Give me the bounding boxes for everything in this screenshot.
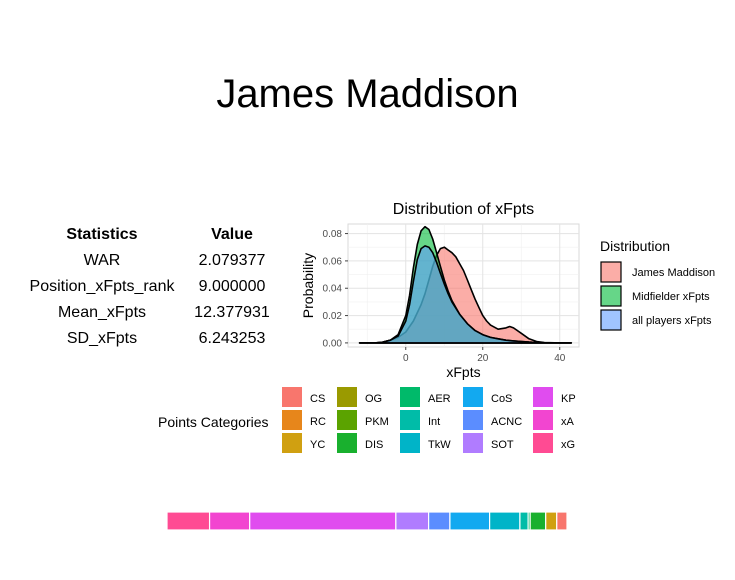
category-label: TkW: [428, 439, 451, 451]
category-swatch: [463, 410, 483, 430]
x-tick-label: 40: [554, 353, 566, 364]
points-legend-title: Points Categories: [158, 414, 269, 430]
bar-segment-SOT: [395, 511, 430, 531]
bar-segment-ACNC: [428, 511, 451, 531]
header-value: Value: [211, 226, 253, 243]
bar-segment-CS: [556, 511, 568, 531]
category-swatch: [337, 433, 357, 453]
page-title: James Maddison: [216, 72, 519, 116]
density-area-2: [358, 245, 573, 344]
category-swatch: [463, 387, 483, 407]
category-swatch: [282, 410, 302, 430]
category-label: ACNC: [491, 416, 522, 428]
category-label: DIS: [365, 439, 383, 451]
stat-name: Mean_xFpts: [57, 304, 147, 321]
stat-value: 6.243253: [198, 330, 266, 347]
legend-title: Distribution: [600, 238, 670, 254]
legend-label: James Maddison: [632, 267, 715, 279]
stat-value: 12.377931: [194, 304, 270, 321]
y-tick-label: 0.04: [323, 284, 343, 295]
x-axis-label: xFpts: [446, 364, 480, 380]
category-label: CS: [310, 393, 325, 405]
header-statistics: Statistics: [66, 226, 138, 243]
category-swatch: [533, 433, 553, 453]
category-swatch: [533, 410, 553, 430]
bar-segment-KP: [249, 511, 397, 531]
bar-segment-Int: [519, 511, 529, 531]
category-label: xG: [561, 439, 575, 451]
bar-segment-TkW: [489, 511, 521, 531]
category-label: Int: [428, 416, 440, 428]
category-label: SOT: [491, 439, 514, 451]
legend-swatch: [600, 261, 622, 283]
category-swatch: [282, 433, 302, 453]
x-tick-label: 20: [477, 353, 489, 364]
category-swatch: [400, 387, 420, 407]
y-tick-label: 0.00: [323, 338, 343, 349]
category-swatch: [400, 410, 420, 430]
category-swatch: [282, 387, 302, 407]
legend-label: all players xFpts: [632, 315, 712, 327]
y-tick-label: 0.08: [323, 229, 343, 240]
x-tick-label: 0: [403, 353, 409, 364]
category-label: PKM: [365, 416, 389, 428]
y-tick-label: 0.02: [323, 311, 343, 322]
legend-swatch: [600, 309, 622, 331]
bar-segment-xG: [166, 511, 211, 531]
stat-value: 9.000000: [198, 278, 266, 295]
y-axis-label: Probability: [300, 253, 316, 318]
stat-value: 2.079377: [198, 252, 266, 269]
stat-name: WAR: [83, 252, 121, 269]
category-label: CoS: [491, 393, 512, 405]
category-swatch: [337, 387, 357, 407]
bar-segment-CoS: [449, 511, 491, 531]
category-label: OG: [365, 393, 382, 405]
bar-segment-YC: [545, 511, 558, 531]
category-label: xA: [561, 416, 575, 428]
category-label: RC: [310, 416, 326, 428]
y-tick-label: 0.06: [323, 256, 343, 267]
category-swatch: [337, 410, 357, 430]
category-label: KP: [561, 393, 576, 405]
legend-swatch: [600, 285, 622, 307]
category-label: AER: [428, 393, 451, 405]
bar-segment-DIS: [529, 511, 547, 531]
category-label: YC: [310, 439, 325, 451]
legend-label: Midfielder xFpts: [632, 291, 710, 303]
category-swatch: [463, 433, 483, 453]
category-swatch: [400, 433, 420, 453]
category-swatch: [533, 387, 553, 407]
stat-name: SD_xFpts: [66, 330, 138, 347]
stat-name: Position_xFpts_rank: [29, 278, 175, 295]
chart-title: Distribution of xFpts: [393, 201, 534, 218]
bar-segment-xA: [208, 511, 251, 531]
